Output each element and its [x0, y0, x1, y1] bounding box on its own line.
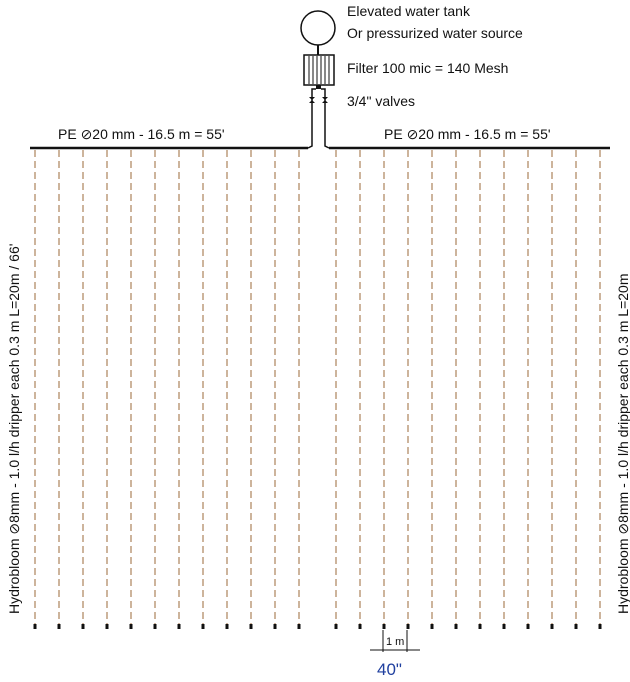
- lateral-end-plug: [550, 624, 554, 629]
- spacing-imperial-label: 40": [377, 660, 402, 679]
- filter-label: Filter 100 mic = 140 Mesh: [347, 60, 508, 76]
- spacing-metric-label: 1 m: [386, 636, 404, 648]
- lateral-end-plug: [177, 624, 181, 629]
- lateral-right-label: Hydrobloom ⊘8mm - 1.0 l/h dripper each 0…: [615, 274, 630, 615]
- lateral-end-plug: [406, 624, 410, 629]
- filter-outlet-fitting: [316, 85, 321, 89]
- spacing-dimension: [370, 630, 420, 652]
- lateral-end-plug: [598, 624, 602, 629]
- lateral-end-plug: [201, 624, 205, 629]
- lateral-end-plug: [153, 624, 157, 629]
- source-label-line1: Elevated water tank: [347, 3, 471, 19]
- riser-pipe-right: [321, 88, 330, 149]
- water-tank-symbol: [300, 10, 336, 46]
- lateral-end-plug: [454, 624, 458, 629]
- filter-symbol: [303, 54, 335, 86]
- lateral-end-plug: [526, 624, 530, 629]
- lateral-end-plug: [502, 624, 506, 629]
- valve-icon: [322, 97, 328, 103]
- main-line-left-label: PE ⊘20 mm - 16.5 m = 55': [58, 126, 225, 142]
- lateral-end-plug: [225, 624, 229, 629]
- lateral-left-label: Hydrobloom ⊘8mm - 1.0 l/h dripper each 0…: [6, 244, 22, 614]
- source-label-line2: Or pressurized water source: [347, 25, 523, 41]
- lateral-end-plug: [81, 624, 85, 629]
- lateral-end-plug: [334, 624, 338, 629]
- lateral-lines: [33, 150, 602, 629]
- lateral-end-plug: [478, 624, 482, 629]
- lateral-end-plug: [358, 624, 362, 629]
- lateral-end-plug: [430, 624, 434, 629]
- lateral-end-plug: [382, 624, 386, 629]
- lateral-end-plug: [297, 624, 301, 629]
- riser-pipe-left: [307, 88, 316, 149]
- lateral-end-plug: [33, 624, 37, 629]
- main-line-right-label: PE ⊘20 mm - 16.5 m = 55': [384, 126, 551, 142]
- valves-label: 3/4" valves: [347, 93, 415, 109]
- lateral-end-plug: [249, 624, 253, 629]
- lateral-end-plug: [273, 624, 277, 629]
- lateral-end-plug: [574, 624, 578, 629]
- lateral-end-plug: [129, 624, 133, 629]
- lateral-end-plug: [57, 624, 61, 629]
- lateral-end-plug: [105, 624, 109, 629]
- valve-icon: [309, 97, 315, 103]
